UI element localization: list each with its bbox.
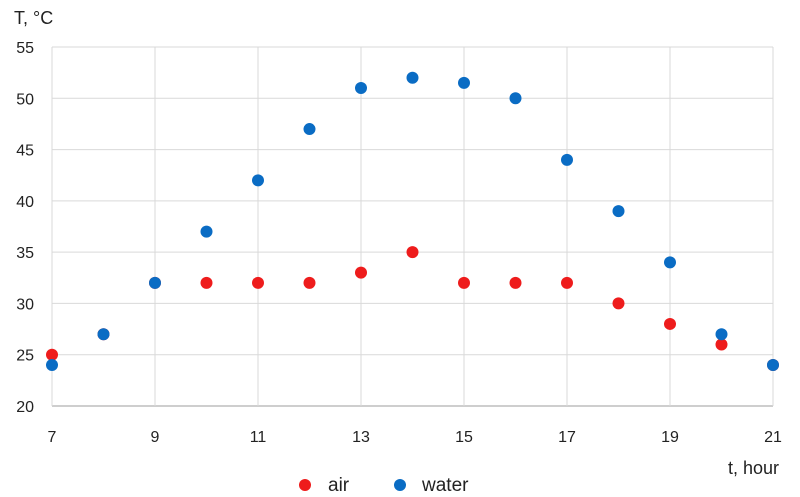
point-water: [355, 82, 367, 95]
y-tick-label: 25: [16, 348, 34, 365]
point-water: [406, 71, 419, 84]
point-water: [664, 256, 676, 269]
point-air: [252, 276, 264, 289]
point-water: [767, 358, 779, 371]
point-air: [561, 276, 573, 289]
x-axis-label: t, hour: [728, 458, 779, 478]
y-tick-label: 35: [16, 245, 34, 262]
x-tick-label: 7: [48, 429, 57, 446]
point-water: [715, 328, 728, 341]
point-water: [458, 76, 470, 89]
point-air: [200, 276, 213, 289]
x-tick-label: 21: [764, 429, 782, 446]
x-tick-label: 13: [352, 429, 370, 446]
point-air: [612, 297, 625, 310]
point-air: [458, 276, 470, 289]
y-tick-label: 40: [16, 194, 34, 211]
point-air: [715, 338, 728, 351]
point-air: [46, 348, 58, 361]
y-tick-label: 50: [16, 91, 34, 108]
point-water: [200, 225, 213, 238]
y-tick-label: 45: [16, 143, 34, 160]
point-water: [149, 276, 161, 289]
legend-label-water: water: [421, 475, 469, 496]
point-water: [46, 358, 58, 371]
legend-marker-water: [394, 479, 406, 491]
legend: air water: [299, 475, 469, 496]
y-tick-label: 20: [16, 399, 34, 416]
x-tick-label: 11: [250, 429, 267, 446]
point-air: [355, 266, 367, 279]
x-tick-label: 19: [661, 429, 679, 446]
point-air: [509, 276, 522, 289]
point-air: [406, 246, 419, 259]
point-air: [303, 276, 316, 289]
x-tick-label: 9: [151, 429, 160, 446]
point-air: [664, 317, 676, 330]
point-water: [303, 123, 316, 136]
y-tick-label: 55: [16, 40, 34, 57]
point-water: [612, 205, 625, 218]
tick-labels: 20 25 30 35 40 45 50 55 7 9 11 13 15 17 19 21: [16, 40, 782, 446]
legend-marker-air: [299, 479, 311, 491]
grid: [51, 46, 774, 407]
point-water: [252, 174, 264, 187]
point-water: [97, 328, 110, 341]
x-tick-label: 17: [558, 429, 576, 446]
y-axis-label: T, °C: [14, 8, 53, 28]
x-tick-label: 15: [455, 429, 473, 446]
data-points: [46, 71, 779, 371]
y-tick-label: 30: [16, 296, 34, 313]
point-water: [509, 92, 522, 105]
legend-label-air: air: [328, 475, 350, 496]
point-water: [561, 153, 573, 166]
